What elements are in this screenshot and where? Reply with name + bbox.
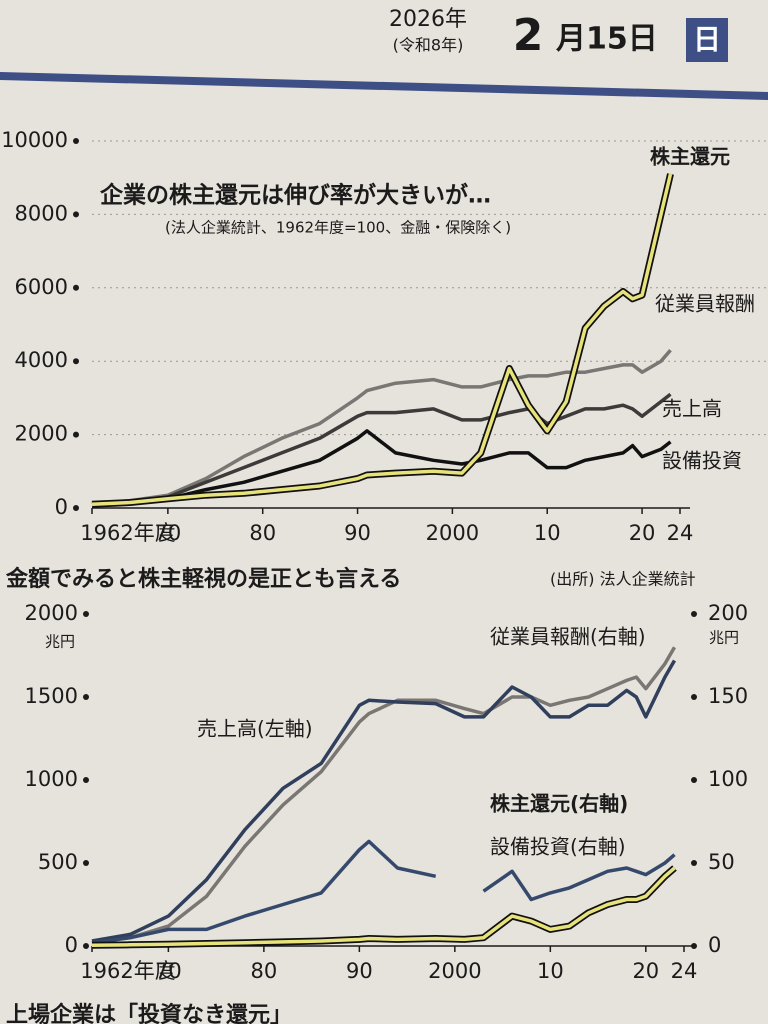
- series-label: 従業員報酬: [655, 292, 755, 316]
- x-tick-label: 90: [346, 959, 373, 983]
- y-tick-dot: [73, 284, 79, 291]
- header-year: 2026年: [389, 7, 467, 32]
- y-tick-label: 10000: [1, 128, 68, 152]
- y2-tick-dot: [691, 694, 697, 700]
- y2-tick-dot: [691, 611, 697, 617]
- series-line: [91, 646, 677, 945]
- x-tick-label: 90: [344, 521, 371, 545]
- y-tick-label: 1000: [25, 767, 78, 791]
- x-tick-label: 2000: [428, 959, 481, 983]
- y-tick-label: 2000: [25, 601, 78, 625]
- y-tick-dot: [73, 505, 79, 511]
- y-tick-dot: [73, 431, 79, 438]
- y-unit: 兆円: [45, 633, 75, 651]
- series-line: [91, 866, 676, 947]
- x-tick-label: 10: [534, 521, 561, 545]
- x-tick-label: 1962年度: [80, 959, 175, 983]
- y2-tick-label: 200: [708, 601, 748, 625]
- series-label: 売上高(左軸): [197, 717, 313, 741]
- header-month: 2: [513, 10, 544, 61]
- series-line: [91, 349, 672, 507]
- series-line: [91, 173, 673, 507]
- x-tick-label: 80: [249, 521, 276, 545]
- x-tick-label: 10: [537, 959, 564, 983]
- y2-tick-label: 50: [708, 850, 735, 874]
- y-tick-dot: [83, 777, 89, 783]
- chart-title: 企業の株主還元は伸び率が大きいが…: [99, 182, 491, 209]
- y-tick-dot: [83, 943, 89, 949]
- x-tick-label: 24: [671, 959, 698, 983]
- y-tick-dot: [73, 358, 79, 365]
- y2-tick-label: 150: [708, 684, 748, 708]
- y-tick-label: 6000: [15, 275, 68, 299]
- y2-tick-label: 100: [708, 767, 748, 791]
- x-tick-label: 70: [155, 521, 182, 545]
- y2-tick-label: 0: [708, 933, 721, 957]
- series-line: [91, 839, 676, 945]
- series-label: 設備投資: [662, 449, 742, 473]
- x-tick-label: 1962年度: [80, 521, 175, 545]
- y-tick-label: 1500: [25, 684, 78, 708]
- header-era: (令和8年): [393, 36, 464, 55]
- y-tick-label: 2000: [15, 422, 68, 446]
- y-tick-dot: [73, 138, 79, 144]
- series-line: [91, 392, 672, 507]
- y2-unit: 兆円: [709, 629, 739, 647]
- series-label: 株主還元(右軸): [490, 792, 628, 816]
- y-tick-dot: [83, 694, 89, 700]
- series-label: 売上高: [662, 397, 722, 421]
- weekday-box: [686, 18, 728, 62]
- chart-subtitle: (法人企業統計、1962年度=100、金融・保険除く): [165, 219, 511, 237]
- y-tick-label: 0: [55, 495, 68, 519]
- x-tick-label: 70: [155, 959, 182, 983]
- y-tick-label: 8000: [15, 201, 68, 225]
- x-tick-label: 2000: [426, 521, 479, 545]
- chart-title: 金額でみると株主軽視の是正とも言える: [5, 566, 401, 592]
- footer-headline: 上場企業は「投資なき還元」: [6, 1002, 292, 1024]
- y-tick-dot: [83, 611, 89, 617]
- y-tick-dot: [73, 211, 79, 218]
- chart-source: (出所) 法人企業統計: [550, 570, 696, 589]
- series-label: 株主還元: [650, 145, 730, 169]
- header-weekday: 日: [693, 23, 721, 56]
- x-tick-label: 20: [629, 521, 656, 545]
- header-rule: [0, 72, 768, 100]
- y2-tick-dot: [691, 860, 697, 866]
- y-tick-label: 500: [38, 850, 78, 874]
- x-tick-label: 24: [667, 521, 694, 545]
- y-tick-label: 4000: [15, 348, 68, 372]
- y-tick-dot: [83, 860, 89, 866]
- y2-tick-dot: [691, 777, 697, 783]
- x-tick-label: 20: [632, 959, 659, 983]
- series-line: [91, 659, 677, 943]
- header-day: 月15日: [556, 22, 658, 57]
- series-label: 従業員報酬(右軸): [490, 625, 646, 649]
- y-tick-label: 0: [65, 933, 78, 957]
- series-label: 設備投資(右軸): [490, 835, 626, 859]
- x-tick-label: 80: [251, 959, 278, 983]
